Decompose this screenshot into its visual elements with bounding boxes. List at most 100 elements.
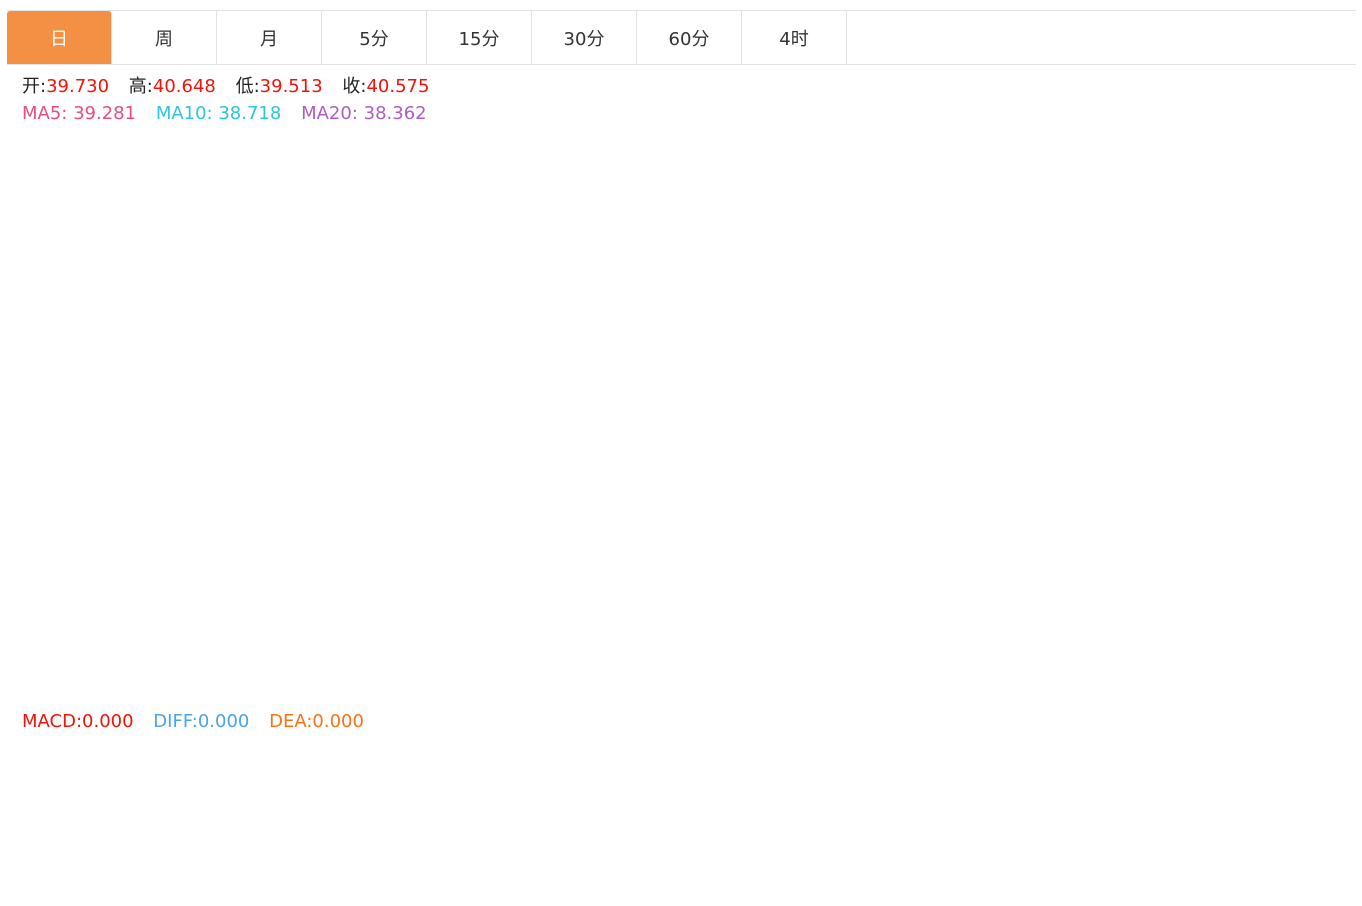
macd-bar — [114, 789, 126, 806]
macd-bar — [438, 806, 450, 837]
macd-legend: MACD:0.000 DIFF:0.000 DEA:0.000 — [22, 711, 378, 733]
macd-bar — [834, 798, 846, 806]
macd-bar — [978, 806, 990, 844]
candle-body — [96, 418, 108, 471]
tab-7[interactable]: 4时 — [742, 11, 847, 64]
candle — [366, 457, 378, 515]
ma20-line — [11, 300, 1183, 576]
macd-bar — [150, 789, 162, 806]
price-tick-label: 32.962 — [1259, 681, 1318, 701]
candle-body — [222, 389, 234, 421]
candle — [438, 404, 450, 416]
low-label: 低: — [235, 76, 260, 97]
candle-body — [330, 426, 342, 455]
candle-body — [1122, 284, 1134, 290]
tab-2[interactable]: 月 — [217, 11, 322, 64]
macd-bar — [672, 750, 684, 806]
candle — [618, 295, 630, 324]
macd-bar — [1086, 806, 1098, 857]
period-tabs: 日周月 5分 15分 30分 60分 4时 — [7, 10, 1356, 65]
dea-label: DEA: — [269, 711, 313, 732]
macd-bar — [870, 798, 882, 806]
macd-bar — [1158, 806, 1170, 820]
tab-6[interactable]: 60分 — [637, 11, 742, 64]
price-tick-label: 39.182 — [1259, 231, 1318, 251]
ma5-line — [11, 234, 1183, 576]
candle — [474, 410, 486, 440]
ma10-value: MA10: 38.718 — [155, 103, 282, 124]
candle-body — [348, 423, 360, 474]
candle-body — [852, 340, 864, 343]
macd-bar — [618, 764, 630, 806]
candle — [1176, 133, 1188, 216]
candle — [1086, 256, 1098, 290]
candle-body — [564, 321, 576, 351]
candle-body — [276, 465, 288, 471]
candle — [744, 306, 756, 335]
open-label: 开: — [22, 76, 47, 97]
macd-bar — [96, 784, 108, 806]
candle-body — [1158, 206, 1170, 254]
candle — [330, 412, 342, 458]
macd-bar — [906, 806, 918, 817]
macd-bar — [42, 806, 54, 825]
open-value: 39.730 — [46, 76, 110, 97]
candle-body — [942, 292, 954, 335]
candle-body — [168, 449, 180, 451]
candle — [546, 245, 558, 322]
high-value: 40.648 — [152, 76, 216, 97]
macd-bar — [690, 761, 702, 806]
macd-label: MACD: — [22, 711, 83, 732]
macd-tick-label: -0.728 — [1259, 875, 1314, 895]
macd-tick-label: 0.525 — [1259, 740, 1308, 760]
macd-bar — [294, 806, 306, 820]
macd-bar — [960, 806, 972, 836]
candle-body — [834, 342, 846, 372]
price-tick-label: 39.804 — [1259, 186, 1318, 206]
tab-1[interactable]: 周 — [112, 11, 217, 64]
tab-4[interactable]: 15分 — [427, 11, 532, 64]
macd-bar — [654, 743, 666, 806]
candle — [294, 460, 306, 524]
candle-body — [42, 580, 54, 582]
macd-bar — [1122, 806, 1134, 851]
macd-bar — [348, 806, 360, 836]
macd-bar — [600, 773, 612, 806]
price-tick-label: 41.047 — [1259, 96, 1318, 116]
tab-0[interactable]: 日 — [7, 11, 112, 64]
candle — [978, 319, 990, 351]
candle-body — [150, 447, 162, 455]
candle — [420, 394, 432, 440]
macd-bar — [798, 806, 810, 811]
macd-bar — [726, 785, 738, 806]
candle-body — [636, 261, 648, 330]
macd-bar — [924, 806, 936, 817]
candle-body — [438, 405, 450, 413]
macd-bar — [78, 793, 90, 806]
candle-body — [204, 391, 216, 453]
diff-label: DIFF: — [153, 711, 198, 732]
dea-value: 0.000 — [312, 711, 364, 732]
candle — [402, 429, 414, 476]
candle — [798, 386, 810, 447]
candle-body — [762, 313, 774, 393]
candle-body — [186, 449, 198, 453]
close-value: 40.575 — [366, 76, 430, 97]
candle-body — [798, 397, 810, 422]
candle — [906, 298, 918, 361]
candle — [582, 321, 594, 364]
close-label: 收: — [342, 76, 367, 97]
candle — [942, 282, 954, 338]
macd-bar — [996, 806, 1008, 854]
macd-bar — [708, 776, 720, 806]
macd-bar — [474, 806, 486, 839]
tab-3[interactable]: 5分 — [322, 11, 427, 64]
tab-5[interactable]: 30分 — [532, 11, 637, 64]
candle-body — [420, 412, 432, 434]
candle-body — [132, 434, 144, 456]
candle-body — [1086, 261, 1098, 288]
macd-bar — [636, 747, 648, 806]
macd-bar — [186, 786, 198, 806]
candle — [6, 559, 18, 693]
